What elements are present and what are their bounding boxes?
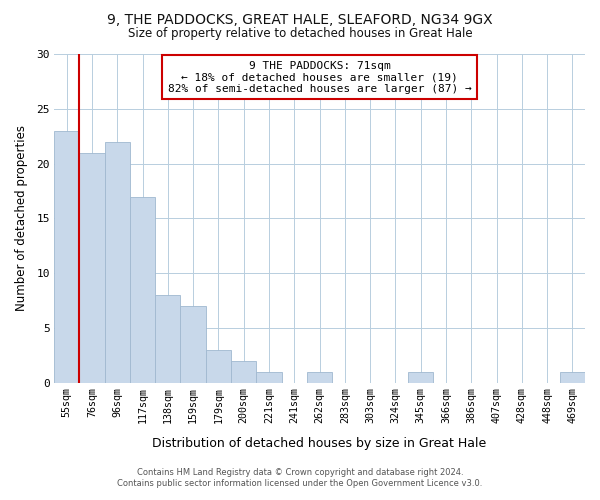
Y-axis label: Number of detached properties: Number of detached properties [15,126,28,312]
Bar [256,372,281,383]
Bar [206,350,231,383]
Text: 9 THE PADDOCKS: 71sqm
← 18% of detached houses are smaller (19)
82% of semi-deta: 9 THE PADDOCKS: 71sqm ← 18% of detached … [167,60,472,94]
Bar [54,131,79,383]
Bar [231,361,256,383]
Text: 9, THE PADDOCKS, GREAT HALE, SLEAFORD, NG34 9GX: 9, THE PADDOCKS, GREAT HALE, SLEAFORD, N… [107,12,493,26]
Text: Size of property relative to detached houses in Great Hale: Size of property relative to detached ho… [128,28,472,40]
Text: Contains HM Land Registry data © Crown copyright and database right 2024.
Contai: Contains HM Land Registry data © Crown c… [118,468,482,487]
Bar [408,372,433,383]
Bar [79,152,104,383]
Bar [560,372,585,383]
Bar [181,306,206,383]
Bar [307,372,332,383]
Bar [104,142,130,383]
Bar [130,196,155,383]
X-axis label: Distribution of detached houses by size in Great Hale: Distribution of detached houses by size … [152,437,487,450]
Bar [155,295,181,383]
